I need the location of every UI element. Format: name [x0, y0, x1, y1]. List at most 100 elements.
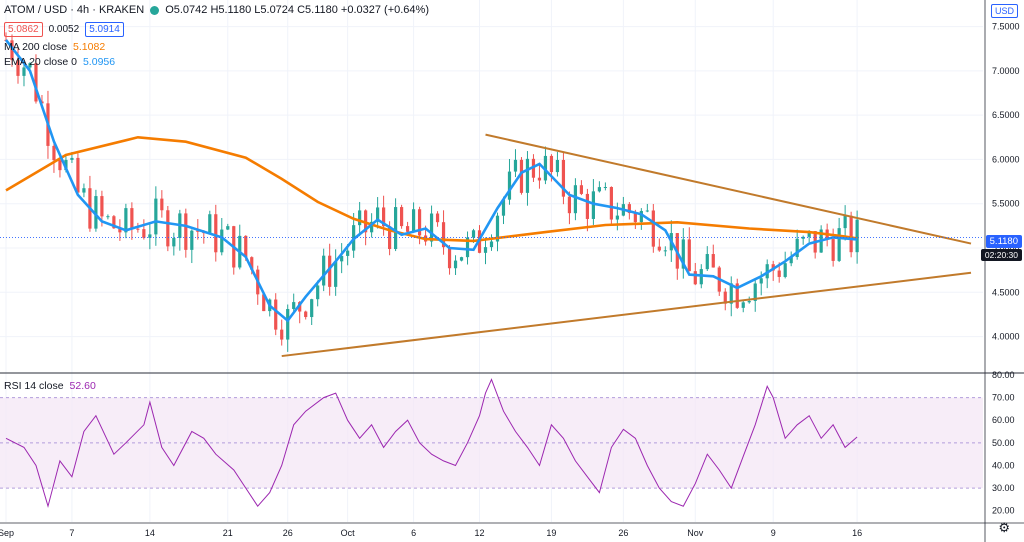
candle-body — [753, 283, 757, 301]
candle-body — [358, 210, 362, 226]
candle-body — [615, 215, 619, 220]
ask-price[interactable]: 5.0914 — [85, 22, 124, 37]
candle-body — [447, 247, 452, 269]
candle-body — [579, 185, 584, 194]
bid-price[interactable]: 5.0862 — [4, 22, 43, 37]
symbol-title[interactable]: ATOM / USD · 4h · KRAKEN — [4, 4, 145, 16]
candle-body — [585, 193, 590, 219]
candle-body — [561, 159, 566, 197]
candle-body — [837, 228, 841, 261]
spread-value: 0.0052 — [48, 24, 80, 35]
trendline — [485, 133, 972, 245]
chart-header: ATOM / USD · 4h · KRAKEN O5.0742 H5.1180… — [4, 4, 429, 16]
candle-body — [801, 236, 805, 239]
candle-body — [507, 171, 512, 200]
candle-body — [795, 238, 799, 258]
candle-body — [166, 210, 170, 247]
candle-body — [376, 207, 380, 222]
candle-body — [393, 207, 398, 250]
candle-body — [657, 246, 661, 251]
price-tick-label: 4.0000 — [992, 332, 1020, 342]
candle-body — [214, 214, 218, 253]
candle-body — [663, 250, 667, 252]
candle-body — [10, 40, 14, 61]
candle-body — [208, 214, 212, 234]
candle-body — [567, 196, 572, 214]
candle-body — [465, 237, 470, 258]
candle-body — [843, 215, 847, 229]
candle-body — [603, 187, 607, 189]
candle-body — [459, 257, 464, 261]
ma-label: MA 200 close — [4, 41, 68, 53]
candle-body — [681, 239, 685, 269]
candle-body — [160, 198, 164, 211]
candle-body — [154, 198, 158, 235]
candle-body — [441, 222, 446, 248]
time-tick-label: Oct — [341, 528, 356, 538]
candle-body — [645, 210, 649, 212]
time-tick-label: 12 — [475, 528, 485, 538]
candle-body — [513, 159, 518, 172]
candle-body — [639, 210, 643, 223]
ema20-line — [4, 39, 858, 323]
rsi-label: RSI 14 close — [4, 380, 64, 392]
candle-body — [405, 226, 410, 232]
candle-body — [172, 237, 176, 247]
rsi-legend[interactable]: RSI 14 close 52.60 — [4, 380, 96, 392]
price-tick-label: 5.5000 — [992, 199, 1020, 209]
candle-body — [286, 308, 290, 340]
time-tick-label: 21 — [223, 528, 233, 538]
rsi-tick-label: 50.00 — [992, 438, 1015, 448]
bid-ask-row: 5.0862 0.0052 5.0914 — [4, 22, 124, 37]
price-tick-label: 4.5000 — [992, 287, 1020, 297]
candle-body — [483, 247, 488, 253]
ema-legend[interactable]: EMA 20 close 0 5.0956 — [4, 56, 115, 68]
candle-body — [591, 191, 595, 219]
candle-body — [106, 216, 110, 218]
time-tick-label: 19 — [546, 528, 556, 538]
candle-body — [250, 257, 254, 270]
candle-body — [292, 302, 296, 309]
candle-body — [142, 229, 146, 238]
candle-body — [399, 207, 404, 227]
time-tick-label: 9 — [771, 528, 776, 538]
currency-badge[interactable]: USD — [990, 4, 1018, 18]
candle-body — [519, 159, 524, 193]
candle-body — [184, 213, 188, 250]
candle-body — [651, 210, 655, 247]
candle-body — [471, 230, 476, 238]
candle-body — [16, 60, 20, 76]
candle-body — [747, 300, 751, 303]
candle-body — [316, 285, 320, 300]
time-tick-label: 26 — [618, 528, 628, 538]
candle-body — [328, 255, 332, 287]
candle-body — [609, 187, 613, 220]
trendline — [281, 271, 972, 358]
candle-body — [100, 196, 104, 217]
candle-body — [543, 155, 548, 181]
candle-body — [573, 185, 578, 214]
time-tick-label: 16 — [852, 528, 862, 538]
candle-body — [334, 261, 338, 287]
candle-body — [723, 291, 727, 304]
last-price-tag: 5.1180 — [985, 235, 1022, 248]
rsi-line — [5, 378, 858, 509]
candle-body — [501, 199, 506, 216]
rsi-tick-label: 30.00 — [992, 483, 1015, 493]
candle-body — [70, 157, 74, 160]
candle-body — [226, 226, 230, 230]
candle-body — [411, 209, 416, 232]
candle-body — [687, 239, 691, 272]
settings-gear-icon[interactable]: ⚙ — [998, 520, 1010, 535]
time-tick-label: 26 — [283, 528, 293, 538]
candle-body — [435, 213, 440, 223]
candle-body — [495, 215, 500, 242]
candle-body — [34, 63, 38, 102]
candle-body — [118, 228, 122, 233]
time-tick-label: Nov — [687, 528, 704, 538]
ohlc-readout: O5.0742 H5.1180 L5.0724 C5.1180 +0.0327 … — [165, 4, 429, 16]
ma200-line — [5, 135, 858, 243]
candle-body — [262, 294, 266, 312]
ma-legend[interactable]: MA 200 close 5.1082 — [4, 41, 105, 53]
